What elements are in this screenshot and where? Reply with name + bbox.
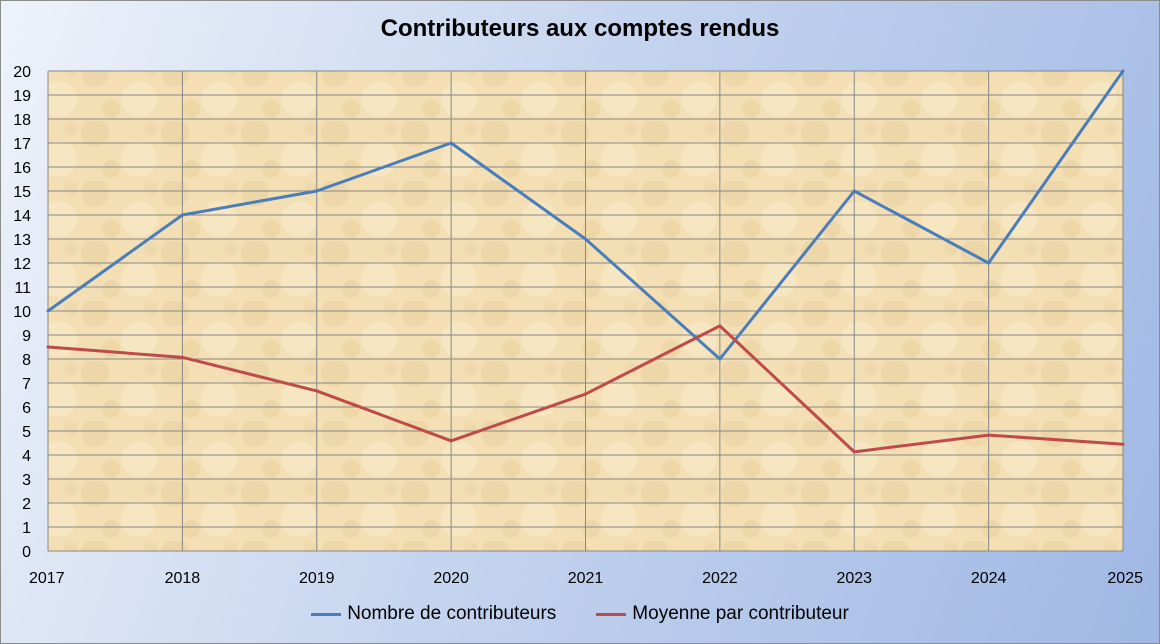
y-tick-label: 16: [13, 160, 31, 177]
y-tick-label: 3: [22, 472, 31, 489]
y-tick-label: 12: [13, 256, 31, 273]
y-tick-label: 20: [13, 64, 31, 81]
data-point: [46, 309, 50, 313]
legend-label-nombre: Nombre de contributeurs: [347, 603, 557, 624]
y-tick-label: 6: [22, 400, 31, 417]
y-tick-label: 13: [13, 232, 31, 249]
x-tick-label: 2017: [29, 570, 65, 587]
data-point: [1121, 442, 1125, 446]
series-lines: [46, 69, 1125, 454]
legend-item-nombre: Nombre de contributeurs: [311, 603, 556, 625]
data-point: [180, 355, 184, 359]
x-tick-label: 2024: [971, 570, 1007, 587]
y-tick-label: 14: [13, 208, 31, 225]
y-tick-label: 8: [22, 352, 31, 369]
y-tick-label: 0: [22, 544, 31, 561]
y-tick-label: 5: [22, 424, 31, 441]
y-tick-label: 15: [13, 184, 31, 201]
data-point: [180, 213, 184, 217]
x-tick-label: 2019: [299, 570, 335, 587]
y-tick-label: 1: [22, 520, 31, 537]
data-point: [584, 237, 587, 241]
data-point: [449, 439, 453, 443]
data-point: [718, 357, 722, 361]
y-tick-label: 9: [22, 328, 31, 345]
gridlines: [47, 70, 1124, 552]
y-tick-label: 4: [22, 448, 31, 465]
y-tick-label: 2: [22, 496, 31, 513]
data-point: [987, 433, 991, 437]
x-tick-label: 2018: [165, 570, 201, 587]
x-tick-label: 2020: [433, 570, 469, 587]
data-point: [315, 389, 319, 393]
data-point: [987, 261, 991, 265]
y-tick-label: 18: [13, 112, 31, 129]
legend-swatch-nombre: [311, 612, 342, 616]
x-tick-label: 2022: [702, 570, 738, 587]
data-point: [315, 189, 319, 193]
y-tick-label: 10: [13, 304, 31, 321]
y-tick-label: 11: [14, 280, 31, 297]
legend-item-moyenne: Moyenne par contributeur: [596, 603, 849, 625]
legend-swatch-moyenne: [596, 612, 627, 616]
x-tick-label: 2023: [836, 570, 872, 587]
x-axis-ticks: 2017 2018 2019 2020 2021 2022 2023 2024 2025: [29, 570, 1143, 587]
chart-title: Contributeurs aux comptes rendus: [380, 15, 780, 42]
data-point: [718, 324, 722, 328]
y-tick-label: 7: [22, 376, 31, 393]
data-point: [1121, 69, 1125, 73]
data-point: [584, 392, 587, 396]
data-point: [852, 189, 856, 193]
y-tick-label: 17: [13, 136, 31, 153]
x-tick-label: 2021: [568, 570, 604, 587]
data-point: [46, 345, 50, 349]
data-point: [852, 450, 856, 454]
legend: Nombre de contributeurs Moyenne par cont…: [1, 603, 1159, 625]
legend-label-moyenne: Moyenne par contributeur: [632, 603, 849, 624]
x-tick-label: 2025: [1107, 570, 1143, 587]
y-tick-label: 19: [13, 88, 31, 105]
data-point: [449, 141, 453, 145]
